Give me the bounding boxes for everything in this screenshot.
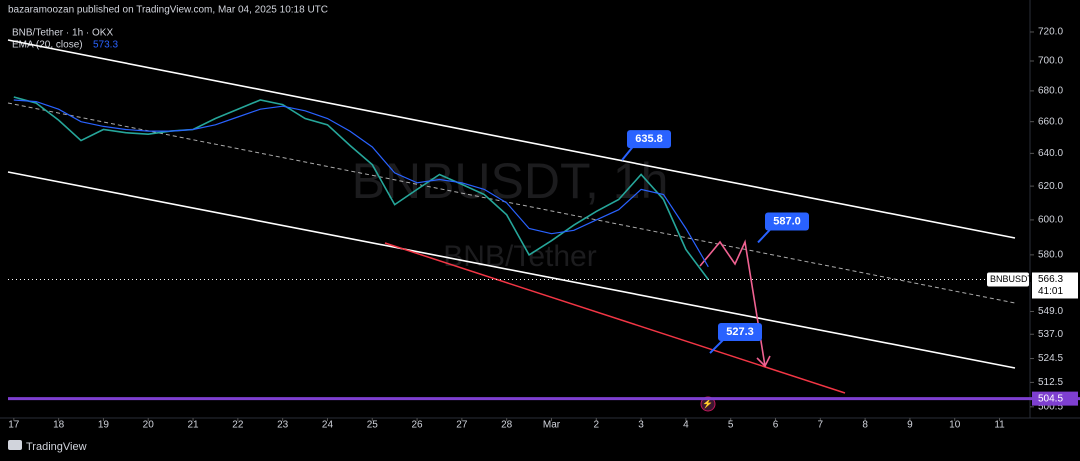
x-tick-label: 18 (53, 420, 65, 431)
channel-mid (7, 102, 1016, 304)
annotation-label: 527.3 (726, 326, 754, 338)
y-tick-label: 680.0 (1038, 86, 1063, 97)
level-label: 504.5 (1038, 393, 1063, 404)
watermark-sub: BNB/Tether (443, 240, 596, 273)
x-tick-label: Mar (543, 420, 561, 431)
channel-top (7, 39, 1016, 239)
channel-bottom (7, 171, 1016, 369)
y-tick-label: 700.0 (1038, 56, 1063, 67)
x-tick-label: 7 (818, 420, 824, 431)
y-tick-label: 524.5 (1038, 353, 1063, 364)
x-tick-label: 23 (277, 420, 289, 431)
x-tick-label: 28 (501, 420, 513, 431)
x-tick-label: 26 (412, 420, 424, 431)
annotation-box (718, 323, 762, 342)
y-tick-label: 537.0 (1038, 329, 1063, 340)
y-tick-label: 512.5 (1038, 377, 1063, 388)
x-tick-label: 24 (322, 420, 334, 431)
x-tick-label: 27 (456, 420, 468, 431)
y-tick-label: 600.0 (1038, 215, 1063, 226)
x-tick-label: 20 (143, 420, 155, 431)
level-tag (1032, 391, 1078, 406)
y-tick-label: 660.0 (1038, 116, 1063, 127)
annotation-label: 635.8 (635, 133, 663, 145)
publisher: bazaramoozan published on TradingView.co… (8, 5, 328, 16)
x-tick-label: 2 (594, 420, 600, 431)
x-tick-label: 8 (862, 420, 868, 431)
x-tick-label: 5 (728, 420, 734, 431)
annotation-label: 587.0 (773, 215, 801, 227)
event-icon[interactable] (700, 396, 716, 412)
x-tick-label: 10 (949, 420, 961, 431)
countdown: 41:01 (1038, 286, 1063, 297)
x-tick-label: 22 (232, 420, 244, 431)
price-line (13, 96, 709, 280)
symbol-tag (987, 272, 1029, 287)
annotation-box (765, 212, 809, 231)
price-label: 566.3 (1038, 274, 1063, 285)
annotation-box (627, 130, 671, 149)
tv-logo (8, 440, 22, 450)
projection (699, 239, 766, 367)
support-line (384, 242, 846, 394)
x-tick-label: 6 (773, 420, 779, 431)
x-tick-label: 25 (367, 420, 379, 431)
price-line (13, 99, 709, 268)
y-tick-label: 720.0 (1038, 27, 1063, 38)
y-tick-label: 580.0 (1038, 249, 1063, 260)
x-tick-label: 21 (187, 420, 199, 431)
price-tag (1032, 272, 1078, 299)
symbol-label: BNBUSDT (990, 274, 1034, 284)
y-tick-label: 640.0 (1038, 148, 1063, 159)
x-tick-label: 3 (638, 420, 644, 431)
channel (7, 39, 1016, 369)
x-tick-label: 11 (994, 420, 1005, 431)
x-tick-label: 17 (8, 420, 20, 431)
watermark: BNBUSDT, 1h (352, 153, 669, 209)
chart-title: BNB/Tether · 1h · OKX (12, 28, 113, 39)
x-tick-label: 9 (907, 420, 913, 431)
ema-value: 573.3 (93, 40, 118, 51)
x-tick-label: 4 (683, 420, 689, 431)
footer: TradingView (26, 441, 87, 453)
y-tick-label: 549.0 (1038, 306, 1063, 317)
event-icon-glyph: ⚡ (702, 397, 713, 409)
x-tick-label: 19 (98, 420, 110, 431)
y-tick-label: 620.0 (1038, 181, 1063, 192)
projection-arrow (756, 355, 771, 368)
ema-name: EMA (20, close) (12, 40, 83, 51)
y-tick-label: 500.5 (1038, 401, 1063, 412)
